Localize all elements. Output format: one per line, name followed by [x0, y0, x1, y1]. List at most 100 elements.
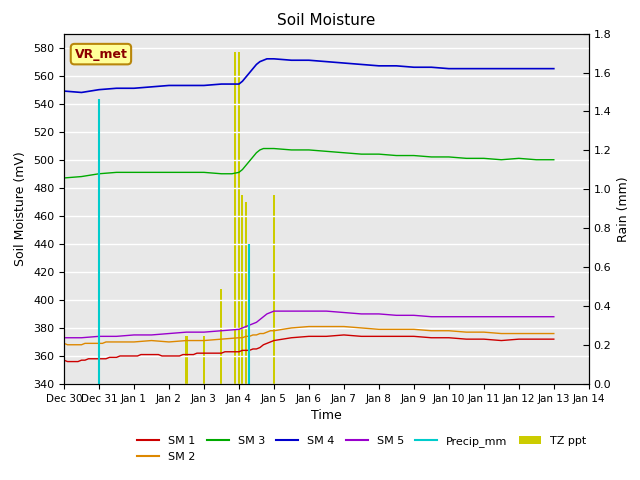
- SM 4: [218, 81, 225, 87]
- SM 4: [249, 66, 257, 72]
- SM 3: [358, 151, 365, 157]
- SM 3: [323, 148, 330, 154]
- SM 2: [253, 332, 260, 338]
- SM 5: [480, 314, 488, 320]
- SM 3: [218, 171, 225, 177]
- Text: VR_met: VR_met: [74, 48, 127, 60]
- SM 2: [305, 324, 313, 329]
- X-axis label: Time: Time: [311, 409, 342, 422]
- SM 5: [532, 314, 540, 320]
- SM 4: [287, 57, 295, 63]
- Bar: [234, 52, 237, 384]
- SM 5: [463, 314, 470, 320]
- Bar: [186, 336, 188, 384]
- SM 4: [130, 85, 138, 91]
- SM 5: [182, 329, 190, 335]
- SM 4: [113, 85, 120, 91]
- SM 3: [60, 175, 68, 181]
- SM 4: [515, 66, 523, 72]
- Bar: [245, 202, 247, 384]
- Line: SM 2: SM 2: [64, 326, 554, 345]
- SM 3: [392, 153, 400, 158]
- SM 3: [148, 169, 156, 175]
- SM 3: [532, 157, 540, 163]
- Title: Soil Moisture: Soil Moisture: [277, 13, 376, 28]
- SM 4: [392, 63, 400, 69]
- SM 2: [63, 342, 71, 348]
- SM 5: [253, 320, 260, 325]
- SM 2: [267, 328, 275, 334]
- SM 5: [428, 314, 435, 320]
- SM 5: [256, 317, 264, 323]
- SM 3: [239, 167, 246, 172]
- SM 5: [95, 334, 103, 339]
- SM 4: [200, 83, 208, 88]
- SM 3: [340, 150, 348, 156]
- SM 3: [200, 169, 208, 175]
- SM 5: [60, 335, 68, 341]
- Bar: [220, 288, 223, 384]
- SM 5: [267, 310, 275, 315]
- SM 5: [242, 324, 250, 329]
- SM 4: [235, 81, 243, 87]
- SM 3: [242, 162, 250, 168]
- Bar: [273, 195, 275, 384]
- SM 5: [77, 335, 85, 341]
- Y-axis label: Soil Moisture (mV): Soil Moisture (mV): [15, 151, 28, 266]
- SM 4: [480, 66, 488, 72]
- SM 5: [249, 321, 257, 326]
- SM 3: [497, 157, 505, 163]
- SM 4: [242, 74, 250, 80]
- SM 3: [270, 145, 278, 151]
- Legend: SM 1, SM 2, SM 3, SM 4, SM 5, Precip_mm, TZ ppt: SM 1, SM 2, SM 3, SM 4, SM 5, Precip_mm,…: [132, 432, 591, 466]
- SM 4: [246, 70, 253, 76]
- SM 3: [410, 153, 418, 158]
- SM 1: [60, 357, 68, 363]
- SM 5: [358, 311, 365, 317]
- SM 3: [256, 147, 264, 153]
- SM 3: [515, 156, 523, 161]
- SM 1: [211, 350, 218, 356]
- SM 4: [323, 59, 330, 64]
- SM 3: [130, 169, 138, 175]
- SM 4: [260, 57, 268, 63]
- SM 3: [287, 147, 295, 153]
- SM 4: [253, 61, 260, 67]
- SM 5: [392, 312, 400, 318]
- SM 3: [77, 174, 85, 180]
- SM 5: [340, 310, 348, 315]
- SM 4: [256, 59, 264, 64]
- SM 5: [239, 325, 246, 331]
- Line: SM 3: SM 3: [64, 148, 554, 178]
- SM 2: [113, 339, 120, 345]
- SM 4: [77, 90, 85, 96]
- SM 1: [172, 353, 180, 359]
- Bar: [238, 52, 240, 384]
- SM 4: [148, 84, 156, 90]
- Bar: [98, 293, 100, 384]
- SM 3: [235, 169, 243, 175]
- SM 5: [375, 311, 383, 317]
- SM 5: [130, 332, 138, 338]
- SM 4: [445, 66, 452, 72]
- SM 3: [267, 145, 275, 151]
- SM 3: [445, 154, 452, 160]
- SM 3: [263, 145, 271, 151]
- SM 3: [165, 169, 173, 175]
- SM 3: [480, 156, 488, 161]
- SM 3: [550, 157, 557, 163]
- SM 1: [550, 336, 557, 342]
- SM 5: [263, 311, 271, 317]
- SM 2: [60, 340, 68, 346]
- SM 4: [375, 63, 383, 69]
- Line: SM 4: SM 4: [64, 59, 554, 93]
- SM 1: [151, 352, 159, 358]
- SM 4: [340, 60, 348, 66]
- SM 3: [260, 145, 268, 151]
- SM 5: [260, 314, 268, 320]
- SM 5: [323, 308, 330, 314]
- SM 3: [305, 147, 313, 153]
- SM 3: [463, 156, 470, 161]
- SM 3: [253, 150, 260, 156]
- SM 4: [305, 57, 313, 63]
